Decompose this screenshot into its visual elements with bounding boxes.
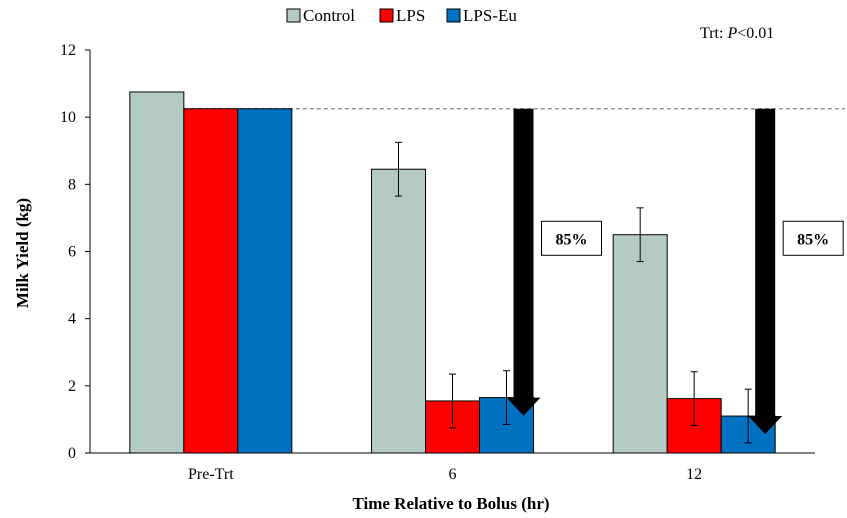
arrow-label-box: 85% — [782, 220, 844, 256]
y-tick-label: 4 — [68, 311, 76, 328]
arrow-head — [748, 416, 783, 435]
bar-control-6 — [371, 168, 426, 454]
arrow-label-box: 85% — [541, 220, 602, 256]
y-tick-label: 8 — [68, 176, 76, 193]
significance-p: P — [726, 25, 737, 42]
legend-label: LPS-Eu — [463, 6, 517, 25]
error-bar-lps-12 — [690, 371, 698, 426]
arrow-shaft — [755, 108, 776, 417]
x-tick-label-6: 6 — [449, 466, 457, 483]
significance-prefix: Trt: — [700, 25, 727, 42]
legend-label: LPS — [396, 6, 425, 25]
x-axis-title: Time Relative to Bolus (hr) — [352, 494, 549, 513]
legend-item-lps-eu: LPS-Eu — [446, 6, 517, 25]
error-bar-lps-6 — [449, 373, 456, 429]
x-tick-label-pre-trt: Pre-Trt — [188, 466, 234, 483]
arrow-shaft — [513, 108, 534, 398]
bar-lps-pre-trt — [183, 108, 239, 454]
bar-control-pre-trt — [129, 91, 185, 454]
arrow-12: 85% — [748, 108, 844, 435]
arrow-head — [506, 397, 541, 416]
y-tick-label: 12 — [60, 42, 76, 59]
y-axis-title: Milk Yield (kg) — [13, 198, 32, 308]
significance-suffix: <0.01 — [737, 25, 774, 42]
arrow-6: 85% — [506, 108, 602, 416]
y-tick-label: 0 — [68, 445, 76, 462]
arrow-label: 85% — [797, 231, 829, 248]
x-tick-label-12: 12 — [686, 466, 702, 483]
y-tick-label: 2 — [68, 378, 76, 395]
label-box-frame — [541, 220, 602, 256]
legend-label: Control — [303, 6, 355, 25]
legend-swatch — [286, 8, 301, 23]
label-box-frame — [782, 220, 844, 256]
bar-control-12 — [612, 234, 668, 454]
legend-item-control: Control — [286, 6, 355, 25]
legend-swatch — [446, 8, 461, 23]
arrow-label: 85% — [556, 231, 588, 248]
y-tick-label: 10 — [60, 109, 76, 126]
bar-lps-eu-pre-trt — [237, 108, 293, 454]
significance-annotation: Trt: P<0.01 — [700, 25, 774, 42]
error-bar-control-12 — [636, 207, 644, 263]
y-tick-label: 6 — [68, 244, 76, 261]
legend-item-lps: LPS — [379, 6, 425, 25]
legend: Control LPS LPS-Eu — [286, 6, 517, 25]
error-bar-control-6 — [395, 141, 402, 197]
error-bar-lps-eu-12 — [744, 388, 752, 444]
legend-swatch — [379, 8, 394, 23]
